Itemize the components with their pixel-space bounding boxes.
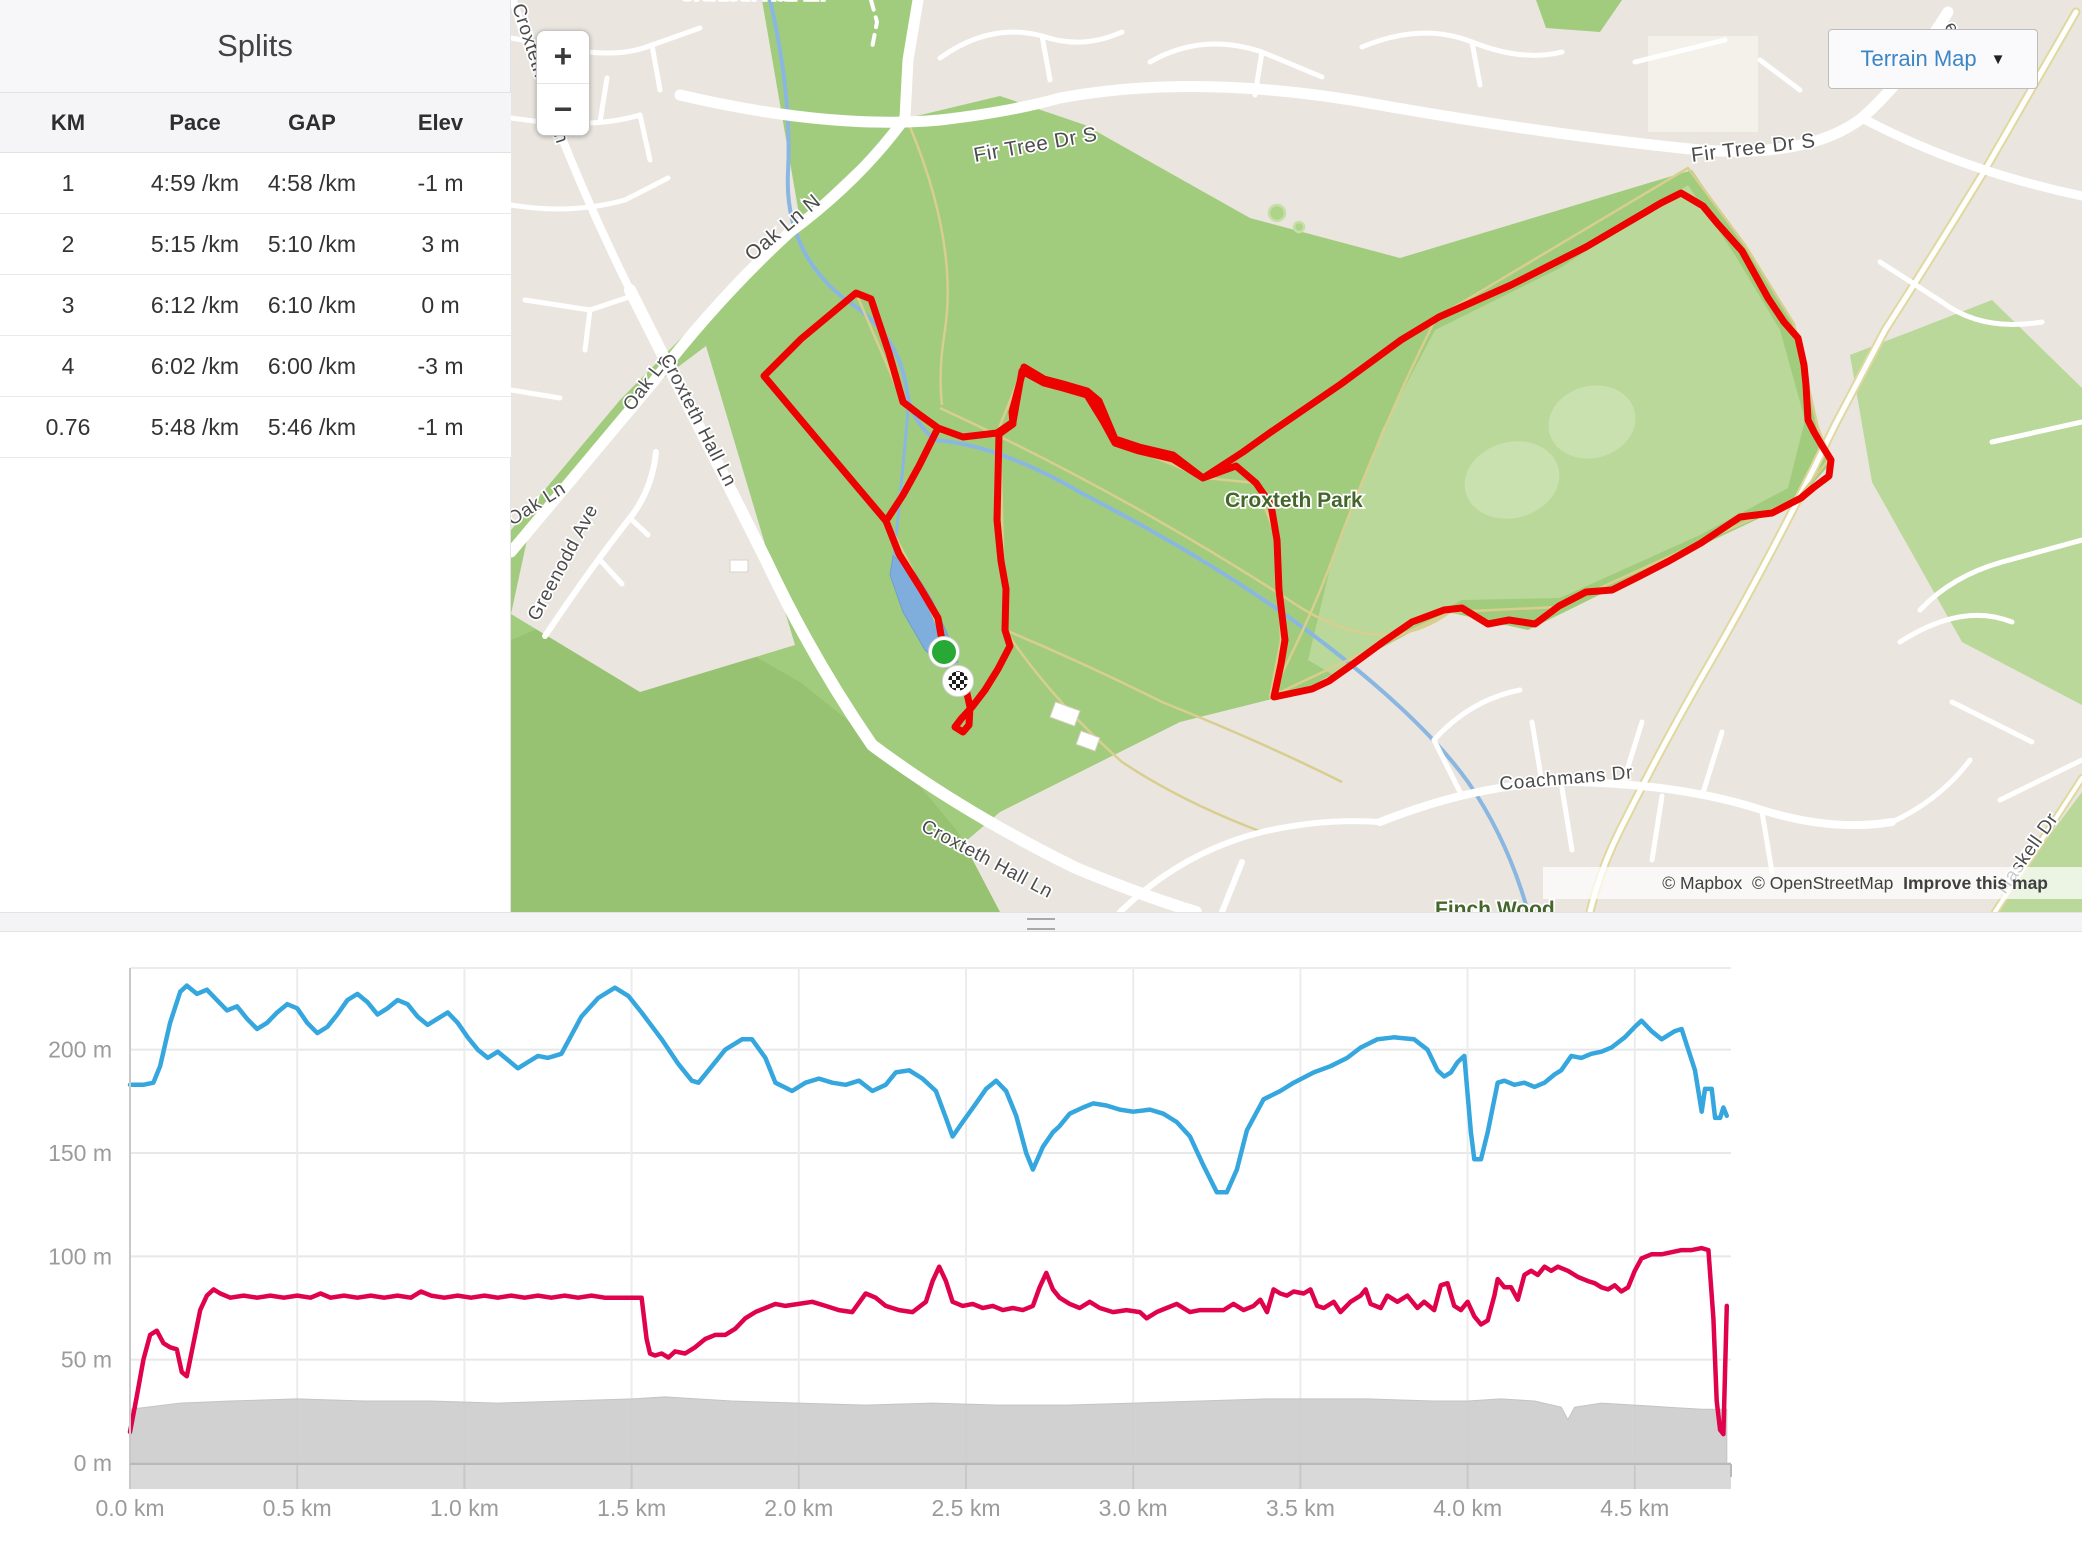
splits-cell: 5:15 /km bbox=[136, 213, 254, 275]
splits-cell: 0.76 bbox=[0, 396, 136, 458]
splits-cell: 5:10 /km bbox=[254, 213, 370, 275]
y-tick-label: 200 m bbox=[48, 1037, 112, 1063]
elevation-chart[interactable]: 0 m 50 m 100 m 150 m 200 m 0.0 km 0.5 km 1.0 km… bbox=[0, 932, 2082, 1558]
splits-cell: 2 bbox=[0, 213, 136, 275]
mapbox-attribution-link[interactable]: © Mapbox bbox=[1662, 873, 1743, 893]
drag-handle-icon[interactable] bbox=[1027, 918, 1055, 930]
x-tick-label: 1.0 km bbox=[430, 1495, 499, 1521]
road-lines bbox=[511, 0, 2082, 912]
splits-header-row: KM Pace GAP Elev bbox=[0, 93, 511, 153]
x-tick-label: 4.0 km bbox=[1433, 1495, 1502, 1521]
x-axis-band bbox=[130, 1465, 1731, 1489]
splits-cell: 5:48 /km bbox=[136, 396, 254, 458]
road-label-croxteth-hall-mid: Croxteth Hall Ln bbox=[680, 0, 826, 5]
x-tick-label: 3.5 km bbox=[1266, 1495, 1335, 1521]
improve-map-link[interactable]: Improve this map bbox=[1903, 873, 2048, 893]
zoom-in-button[interactable]: + bbox=[537, 31, 589, 84]
splits-cell: 4:59 /km bbox=[136, 152, 254, 214]
y-tick-label: 100 m bbox=[48, 1243, 112, 1269]
elevation-chart-panel: 0 m 50 m 100 m 150 m 200 m 0.0 km 0.5 km 1.0 km… bbox=[0, 932, 2082, 1558]
x-tick-label: 4.5 km bbox=[1600, 1495, 1669, 1521]
x-tick-label: 0.0 km bbox=[95, 1495, 164, 1521]
park-name-label: Croxteth Park bbox=[1225, 489, 1363, 512]
y-tick-label: 0 m bbox=[74, 1450, 112, 1476]
splits-cell: 3 bbox=[0, 274, 136, 336]
splits-cell: 5:46 /km bbox=[254, 396, 370, 458]
building-shapes bbox=[729, 559, 1101, 752]
map-type-selector[interactable]: Terrain Map ▼ bbox=[1828, 29, 2038, 89]
splits-cell: -3 m bbox=[370, 335, 511, 397]
x-tick-label: 3.0 km bbox=[1099, 1495, 1168, 1521]
x-tick-label: 0.5 km bbox=[263, 1495, 332, 1521]
table-row[interactable]: 3 6:12 /km 6:10 /km 0 m bbox=[0, 274, 511, 336]
splits-cell: 0 m bbox=[370, 274, 511, 336]
splits-column-header: GAP bbox=[254, 93, 370, 153]
table-row[interactable]: 1 4:59 /km 4:58 /km -1 m bbox=[0, 152, 511, 214]
map-type-label: Terrain Map bbox=[1860, 46, 1977, 71]
splits-cell: 3 m bbox=[370, 213, 511, 275]
finish-marker bbox=[942, 665, 974, 697]
splits-title: Splits bbox=[0, 0, 510, 93]
series-heart-rate bbox=[127, 1245, 1730, 1437]
splits-cell: 6:12 /km bbox=[136, 274, 254, 336]
x-tick-label: 1.5 km bbox=[597, 1495, 666, 1521]
x-tick-label: 2.0 km bbox=[764, 1495, 833, 1521]
table-row[interactable]: 2 5:15 /km 5:10 /km 3 m bbox=[0, 213, 511, 275]
table-row[interactable]: 0.76 5:48 /km 5:46 /km -1 m bbox=[0, 396, 511, 458]
splits-cell: 1 bbox=[0, 152, 136, 214]
splits-cell: 6:00 /km bbox=[254, 335, 370, 397]
splits-table: KM Pace GAP Elev 1 4:59 /km 4:58 /km -1 m 2 5:15… bbox=[0, 93, 511, 458]
zoom-out-button[interactable]: − bbox=[537, 83, 589, 135]
pond-icons bbox=[1267, 203, 1306, 234]
osm-attribution-link[interactable]: © OpenStreetMap bbox=[1752, 873, 1894, 893]
route-path bbox=[760, 189, 1835, 736]
map-zoom-control: + − bbox=[536, 30, 590, 136]
y-tick-label: 50 m bbox=[61, 1347, 112, 1373]
chevron-down-icon: ▼ bbox=[1990, 50, 2006, 68]
splits-panel: Splits KM Pace GAP Elev 1 4:59 /km 4:58 /km -1… bbox=[0, 0, 511, 912]
splits-cell: 4 bbox=[0, 335, 136, 397]
y-tick-label: 150 m bbox=[48, 1140, 112, 1166]
splits-column-header: Pace bbox=[136, 93, 254, 153]
route-map[interactable]: Fir Tree Dr S Fir Tree Dr S Oak Ln N Oak… bbox=[511, 0, 2082, 912]
finch-wood-label: Finch Wood bbox=[1435, 898, 1555, 912]
table-row[interactable]: 4 6:02 /km 6:00 /km -3 m bbox=[0, 335, 511, 397]
splits-cell: 6:02 /km bbox=[136, 335, 254, 397]
panel-resize-strip[interactable] bbox=[0, 912, 2082, 932]
map-canvas[interactable]: Fir Tree Dr S Fir Tree Dr S Oak Ln N Oak… bbox=[511, 0, 2082, 912]
splits-cell: -1 m bbox=[370, 396, 511, 458]
start-marker bbox=[928, 636, 960, 668]
x-tick-label: 2.5 km bbox=[931, 1495, 1000, 1521]
series-elevation bbox=[129, 1396, 1728, 1464]
splits-cell: 6:10 /km bbox=[254, 274, 370, 336]
splits-cell: -1 m bbox=[370, 152, 511, 214]
splits-column-header: Elev bbox=[370, 93, 511, 153]
series-pace bbox=[127, 983, 1730, 1195]
splits-column-header: KM bbox=[0, 93, 136, 153]
map-attribution: © Mapbox © OpenStreetMap Improve this ma… bbox=[1543, 867, 2082, 899]
splits-cell: 4:58 /km bbox=[254, 152, 370, 214]
splits-body: 1 4:59 /km 4:58 /km -1 m 2 5:15 /km 5:10 /km 3 … bbox=[0, 152, 511, 458]
